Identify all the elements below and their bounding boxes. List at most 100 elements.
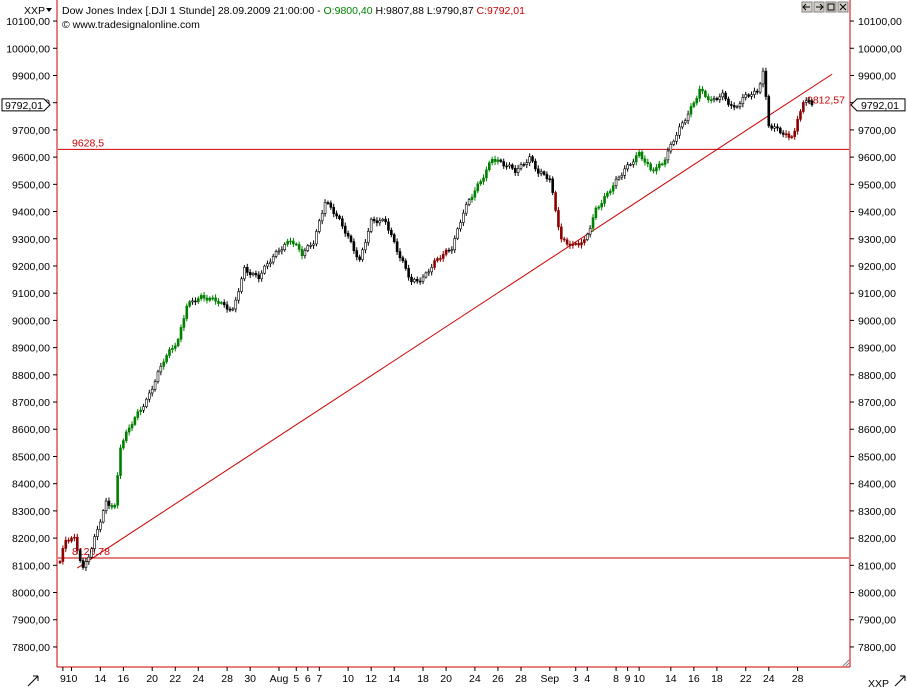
price-bar-body <box>672 140 676 145</box>
price-bar-body <box>787 133 791 138</box>
price-markers: 9792,01 9792,01 <box>1 98 906 112</box>
price-bar-body <box>695 98 699 104</box>
price-bar-body <box>145 398 148 407</box>
price-bar-body <box>793 130 797 137</box>
price-bar-body <box>479 181 482 185</box>
price-bar-body <box>194 300 197 303</box>
price-bar-body <box>580 242 583 246</box>
price-bar-body <box>99 521 102 530</box>
price-bar-body <box>735 106 739 108</box>
price-bar-body <box>366 231 370 243</box>
price-bar-body <box>620 175 624 178</box>
price-bar-body <box>456 228 459 239</box>
symbol-menu[interactable]: XXP <box>24 5 45 17</box>
dropdown-arrow-icon[interactable] <box>46 8 52 12</box>
price-bar-body <box>571 243 575 246</box>
price-bar-body <box>176 338 180 347</box>
price-bar-body <box>173 345 177 349</box>
price-bar-body <box>234 299 238 310</box>
price-bar-body <box>225 304 229 310</box>
price-bar-body <box>632 161 635 165</box>
price-bar-body <box>237 291 240 301</box>
price-bar-body <box>741 97 745 105</box>
y-tick-label-right: 9100,00 <box>858 288 896 300</box>
x-tick-label: 24 <box>763 673 775 685</box>
y-tick-label-right: 7800,00 <box>858 642 896 654</box>
price-bar-body <box>277 250 281 253</box>
price-bar-body <box>804 100 808 103</box>
price-bar-body <box>464 204 468 214</box>
price-bar-body <box>303 250 307 257</box>
y-tick-label-left: 8500,00 <box>12 451 50 463</box>
price-bar-body <box>191 300 194 303</box>
x-tick-label: 4 <box>584 673 590 685</box>
price-bar-body <box>525 162 529 165</box>
y-tick-label-left: 9200,00 <box>12 261 50 273</box>
y-tick-label-left: 8900,00 <box>12 343 50 355</box>
price-bar-body <box>364 242 367 251</box>
x-tick-label: 24 <box>192 673 204 685</box>
price-bar-body <box>597 206 601 209</box>
arrow-right-icon[interactable] <box>813 1 825 13</box>
price-bar-body <box>395 241 399 252</box>
x-tick-label: 12 <box>365 673 377 685</box>
price-bar-body <box>781 132 785 135</box>
price-bar-body <box>433 260 436 268</box>
price-bar-body <box>323 202 327 214</box>
price-bar-body <box>156 371 160 382</box>
y-tick-label-right: 8000,00 <box>858 588 896 600</box>
price-bar-body <box>127 427 131 433</box>
price-bar-body <box>444 249 448 255</box>
price-bar-body <box>450 249 454 252</box>
price-bar-body <box>318 220 321 232</box>
price-bar-body <box>309 245 312 247</box>
price-bar-body <box>678 126 681 136</box>
price-bar-body <box>196 298 200 303</box>
price-bar-body <box>776 126 779 129</box>
y-tick-label-left: 9700,00 <box>12 125 50 137</box>
high-value: H:9807,88 <box>375 5 424 17</box>
price-bar-body <box>243 267 246 280</box>
price-bar-body <box>439 258 442 260</box>
price-bar-body <box>421 276 425 282</box>
price-bar-body <box>355 250 359 258</box>
price-bar-body <box>609 190 612 194</box>
price-bar-body <box>338 215 341 219</box>
price-bar-body <box>294 243 298 246</box>
price-bar-body <box>718 96 722 100</box>
price-bar-body <box>773 126 776 129</box>
x-tick-label: 28 <box>792 673 804 685</box>
expand-arrow-icon[interactable] <box>27 675 39 687</box>
price-bar-body <box>139 409 142 412</box>
x-tick-label: 10 <box>633 673 645 685</box>
price-bar-body <box>614 178 618 187</box>
expand-arrow-right-icon[interactable] <box>894 675 906 687</box>
arrow-left-icon[interactable] <box>801 1 813 13</box>
price-bar-body <box>508 164 511 167</box>
x-tick-label: 26 <box>492 673 504 685</box>
price-bar-body <box>110 505 114 508</box>
price-bar-body <box>142 406 145 411</box>
y-tick-label-left: 9300,00 <box>12 234 50 246</box>
x-tick-label: 22 <box>740 673 752 685</box>
y-tick-label-left: 8100,00 <box>12 560 50 572</box>
price-bar-body <box>513 168 517 173</box>
price-bar-body <box>493 159 497 162</box>
close-icon[interactable] <box>837 1 849 13</box>
price-bar-body <box>761 70 765 85</box>
price-bar-body <box>441 254 445 259</box>
resize-grip-icon[interactable] <box>842 659 850 667</box>
y-tick-label-left: 8400,00 <box>12 479 50 491</box>
price-bar-body <box>652 169 655 172</box>
y-tick-label-right: 8400,00 <box>858 479 896 491</box>
x-tick-label: 24 <box>469 673 481 685</box>
maximize-icon[interactable] <box>825 1 837 13</box>
price-bar-body <box>358 256 361 260</box>
y-tick-label-right: 10100,00 <box>858 16 902 28</box>
price-bar-body <box>784 133 788 136</box>
y-tick-label-right: 9400,00 <box>858 207 896 219</box>
price-bar-body <box>113 504 117 508</box>
price-bar-body <box>168 349 171 356</box>
price-bar-body <box>453 238 457 251</box>
price-bar-body <box>335 213 338 217</box>
